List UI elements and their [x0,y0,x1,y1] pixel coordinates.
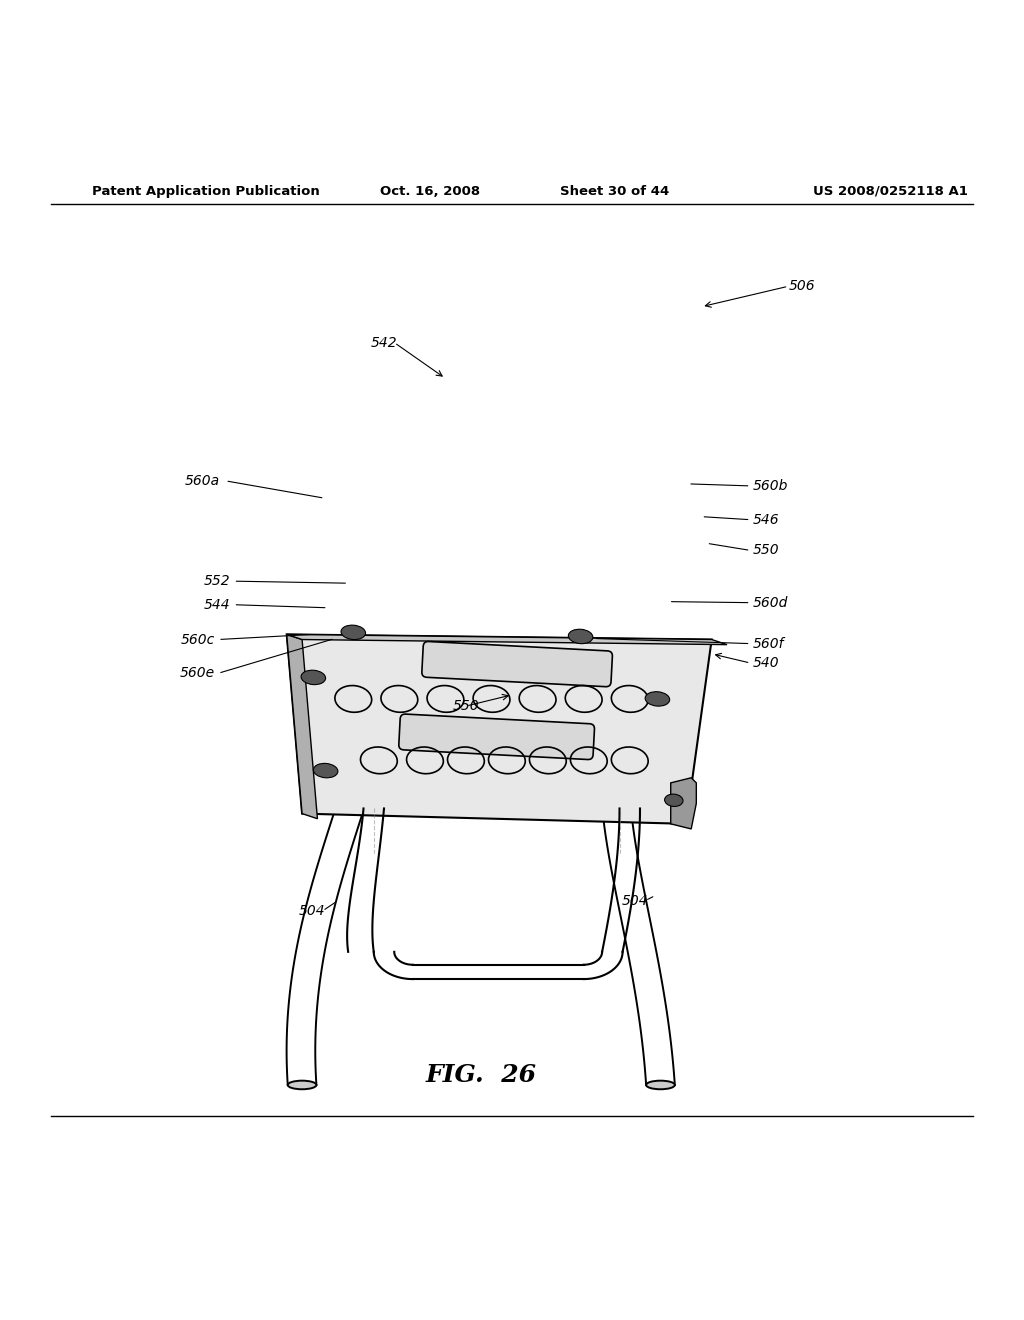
Ellipse shape [665,795,683,807]
Text: 550: 550 [753,544,779,557]
Text: Oct. 16, 2008: Oct. 16, 2008 [380,185,480,198]
Text: US 2008/0252118 A1: US 2008/0252118 A1 [813,185,969,198]
PathPatch shape [287,635,727,644]
Text: Patent Application Publication: Patent Application Publication [92,185,319,198]
Text: 560e: 560e [180,667,215,680]
Text: 544: 544 [204,598,230,611]
Text: Sheet 30 of 44: Sheet 30 of 44 [560,185,669,198]
PathPatch shape [287,635,712,824]
Text: 560d: 560d [753,595,788,610]
Text: 560f: 560f [753,636,784,651]
Text: 560c: 560c [181,632,215,647]
Ellipse shape [646,1081,675,1089]
Text: 504: 504 [622,894,648,908]
Ellipse shape [568,630,593,644]
Text: FIG.  26: FIG. 26 [426,1063,537,1086]
Ellipse shape [288,1081,316,1089]
Ellipse shape [341,626,366,640]
Ellipse shape [301,671,326,685]
FancyBboxPatch shape [422,642,612,686]
Text: 504: 504 [299,904,326,917]
Ellipse shape [313,763,338,777]
Text: 542: 542 [371,335,397,350]
FancyBboxPatch shape [398,714,595,759]
Text: 552: 552 [204,574,230,589]
PathPatch shape [287,635,317,818]
PathPatch shape [671,777,696,829]
Ellipse shape [645,692,670,706]
Text: 560b: 560b [753,479,788,492]
Text: 546: 546 [753,512,779,527]
Text: 506: 506 [788,280,815,293]
Text: 560a: 560a [185,474,220,488]
Text: 540: 540 [753,656,779,671]
Text: 550: 550 [453,700,479,713]
